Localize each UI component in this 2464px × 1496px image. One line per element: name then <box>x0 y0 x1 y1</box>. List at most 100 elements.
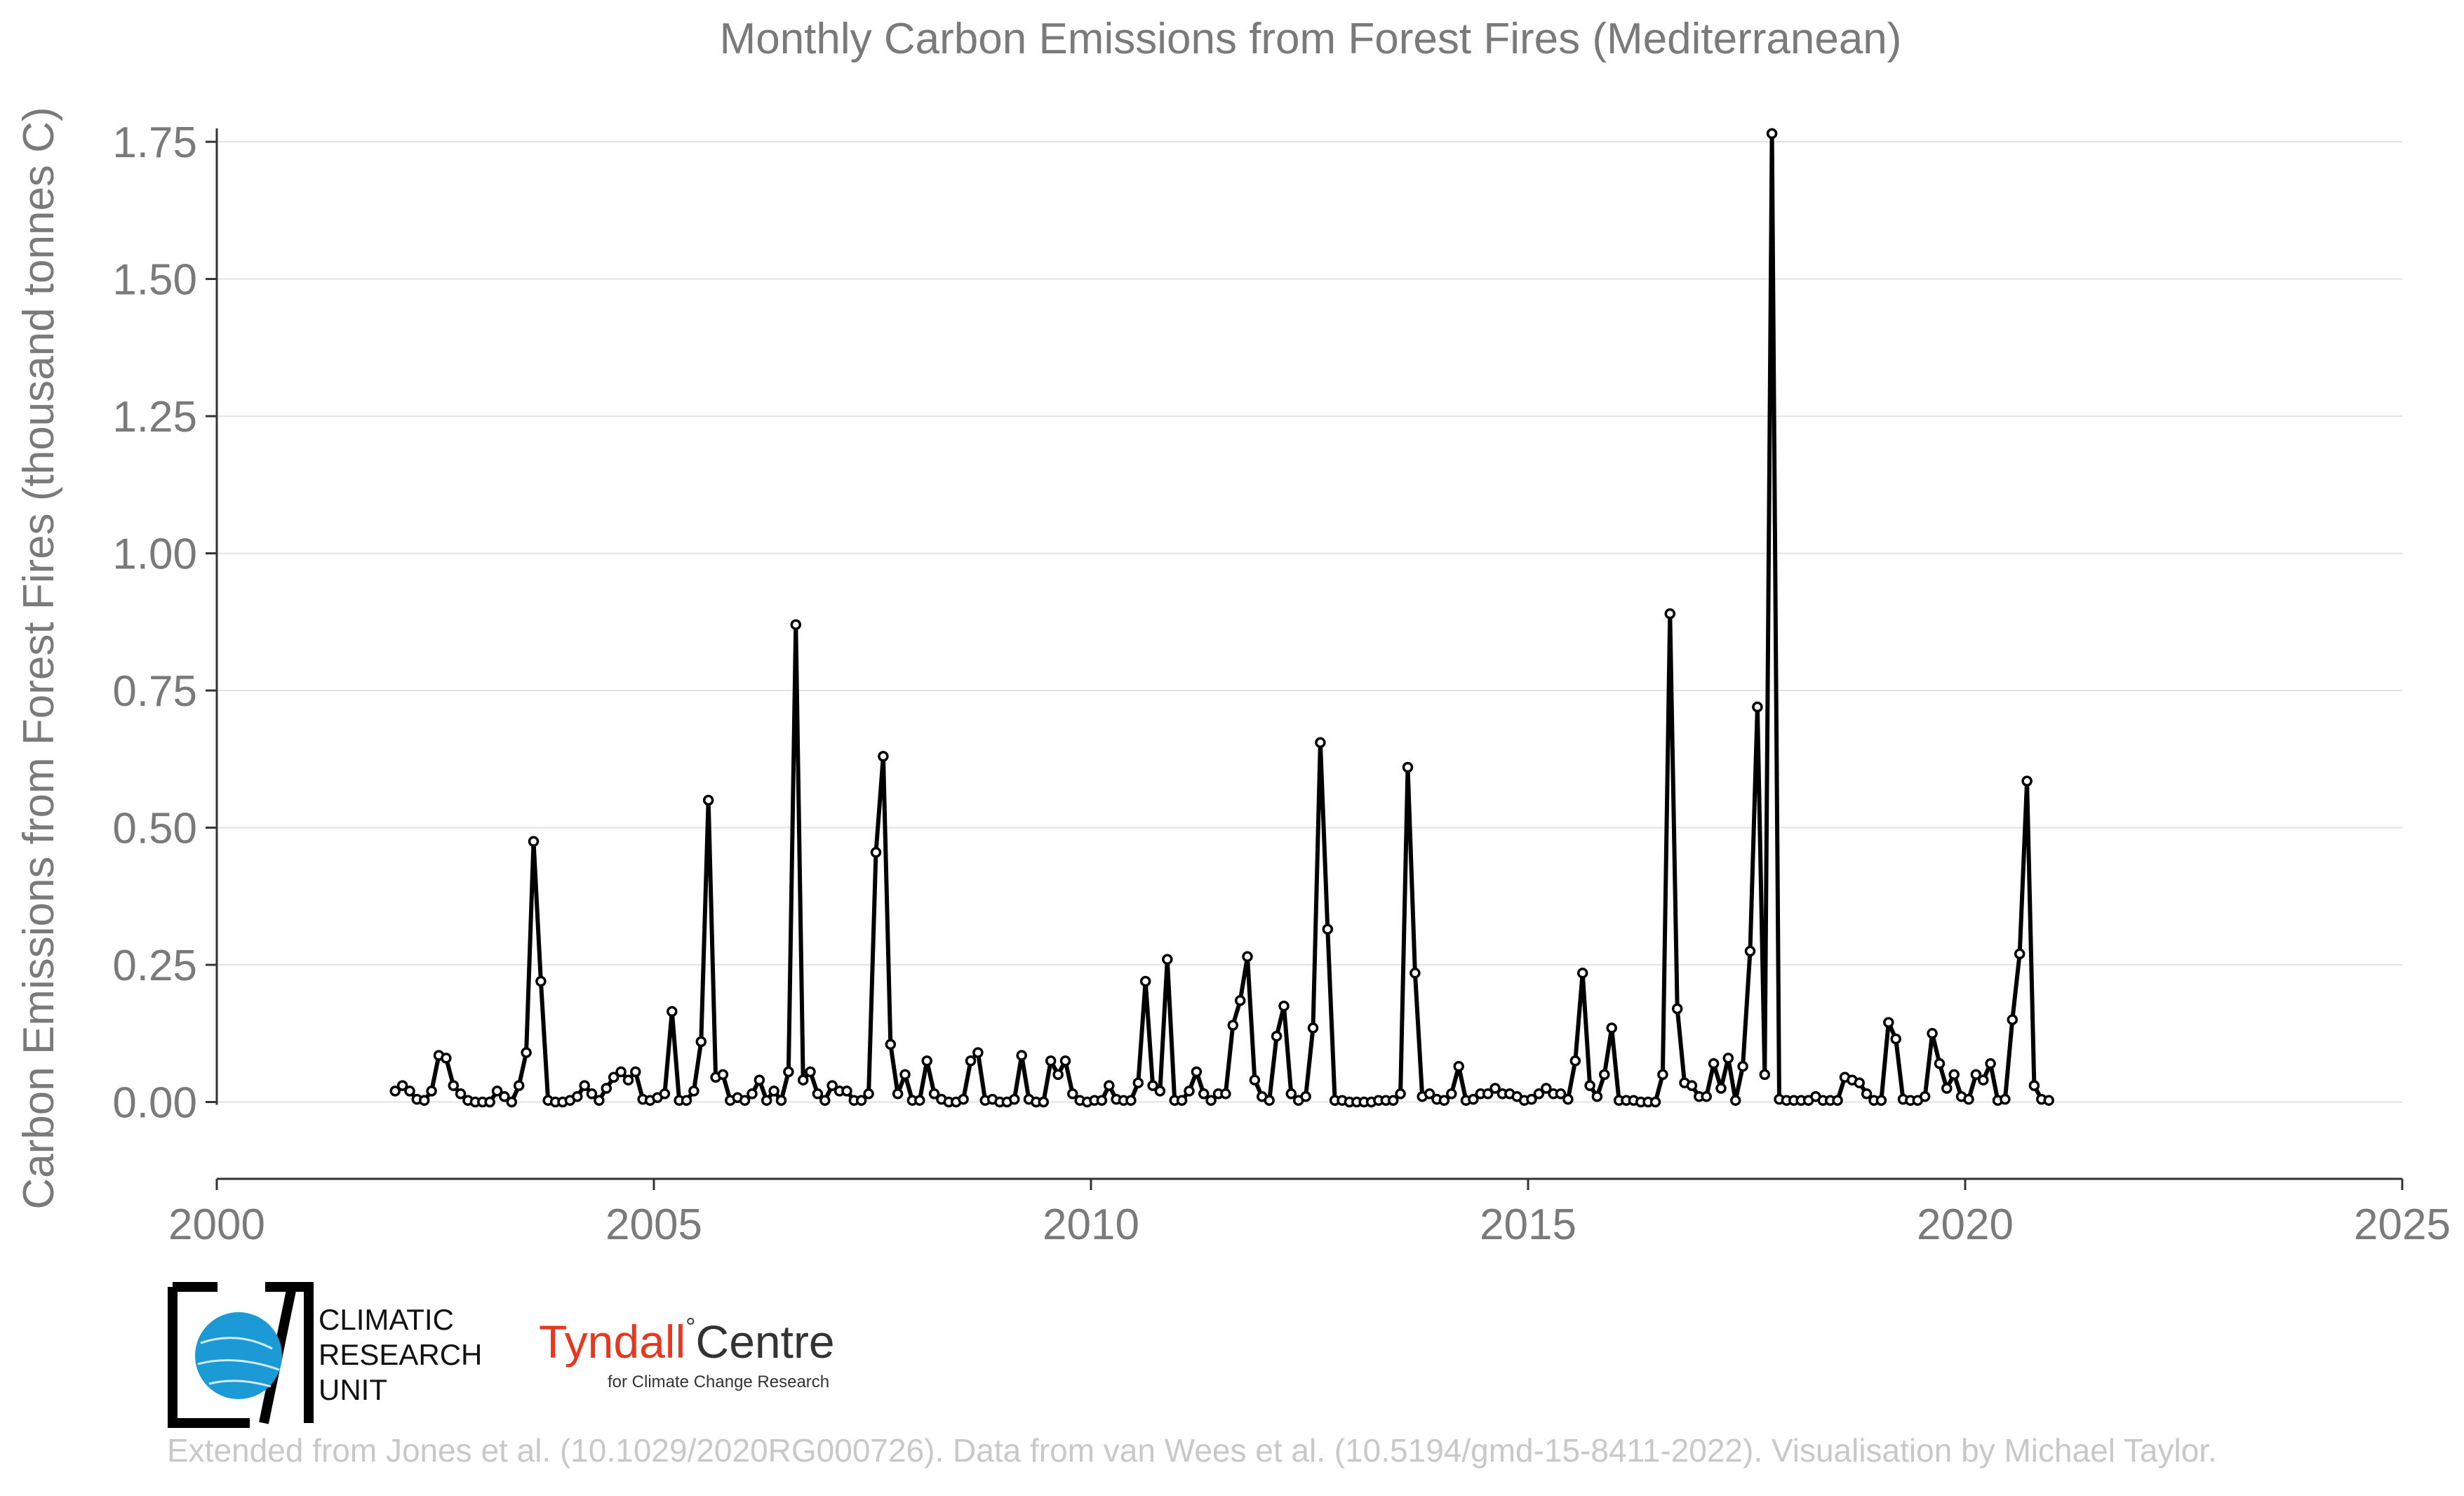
data-point <box>1737 1060 1748 1072</box>
data-point <box>1541 1083 1552 1094</box>
data-point <box>1410 968 1421 979</box>
data-point <box>1606 1022 1617 1034</box>
data-point <box>608 1071 620 1083</box>
data-point <box>1234 995 1246 1006</box>
data-point <box>1453 1060 1464 1072</box>
data-point <box>1242 951 1253 963</box>
gridlines <box>217 141 2402 1103</box>
data-point <box>1125 1095 1137 1106</box>
data-point <box>1875 1095 1887 1106</box>
data-point <box>1307 1022 1319 1034</box>
data-point <box>826 1080 838 1091</box>
y-tick-label: 1.75 <box>112 119 197 167</box>
data-point <box>1591 1090 1603 1102</box>
data-point <box>768 1086 779 1097</box>
x-tick-labels: 2000 2005 2010 2015 2020 2025 <box>168 1201 2451 1249</box>
data-point <box>622 1074 634 1086</box>
data-point <box>1402 761 1414 773</box>
data-point <box>448 1080 460 1091</box>
data-point <box>418 1095 430 1106</box>
data-point <box>1963 1093 1974 1105</box>
data-point <box>1533 1088 1545 1100</box>
data-point <box>579 1080 590 1091</box>
data-point <box>1562 1093 1574 1105</box>
data-point <box>1220 1088 1231 1100</box>
data-point <box>914 1095 925 1106</box>
data-point <box>1584 1080 1595 1091</box>
data-point <box>1045 1055 1057 1067</box>
data-point <box>1184 1086 1195 1097</box>
data-point <box>878 751 889 762</box>
data-point <box>1599 1069 1610 1081</box>
y-axis-label: Carbon Emissions from Forest Fires (thou… <box>15 107 63 1209</box>
y-tick-label: 0.50 <box>112 805 197 853</box>
data-point <box>717 1069 729 1081</box>
data-point <box>1934 1058 1946 1069</box>
data-point <box>1387 1095 1399 1106</box>
data-point <box>1671 1003 1683 1015</box>
data-point <box>870 846 882 858</box>
data-point <box>1059 1055 1071 1067</box>
data-point <box>2007 1014 2018 1025</box>
data-point <box>1147 1080 1158 1091</box>
cru-line: UNIT <box>319 1373 387 1406</box>
data-point <box>958 1093 969 1105</box>
x-tick-label: 2015 <box>1480 1201 1576 1249</box>
data-point <box>1759 1069 1771 1081</box>
data-point <box>1715 1083 1727 1094</box>
data-point <box>441 1053 452 1064</box>
data-point <box>659 1088 671 1100</box>
data-point <box>1576 968 1588 979</box>
data-point <box>615 1066 627 1078</box>
y-tick-label: 0.25 <box>112 942 197 990</box>
chart-title: Monthly Carbon Emissions from Forest Fir… <box>720 15 1902 63</box>
data-point <box>1139 975 1151 987</box>
data-point <box>594 1095 605 1106</box>
data-point <box>1271 1030 1283 1042</box>
data-point <box>1205 1095 1217 1106</box>
data-point <box>899 1069 911 1081</box>
data-point <box>965 1055 977 1067</box>
data-point <box>1890 1033 1901 1045</box>
data-point <box>790 619 802 630</box>
tyndall-red-text: Tyndall <box>539 1316 686 1368</box>
data-point <box>1395 1088 1406 1100</box>
data-point <box>972 1047 984 1058</box>
data-point <box>1657 1069 1668 1081</box>
data-point <box>702 794 714 806</box>
data-point <box>1176 1095 1188 1106</box>
x-tick-label: 2020 <box>1917 1201 2014 1249</box>
data-point <box>1985 1058 1996 1069</box>
data-point <box>746 1088 758 1100</box>
logos: CLIMATIC RESEARCH UNIT Tyndall°Centre fo… <box>167 1281 869 1429</box>
data-point <box>1264 1095 1275 1106</box>
data-point <box>506 1096 518 1108</box>
data-point <box>812 1088 824 1100</box>
series-emissions <box>389 128 2054 1108</box>
tyndall-logo: Tyndall°Centre <box>539 1312 835 1368</box>
data-point <box>1067 1088 1078 1100</box>
data-point <box>1104 1080 1115 1091</box>
data-point <box>1686 1080 1698 1091</box>
data-point <box>1322 923 1334 935</box>
data-point <box>819 1095 831 1106</box>
cru-globe-icon <box>168 1282 314 1428</box>
data-point <box>1482 1088 1494 1100</box>
data-point <box>1708 1058 1720 1069</box>
data-point <box>1752 701 1763 713</box>
data-point <box>921 1055 932 1067</box>
data-point <box>667 1006 678 1017</box>
data-point <box>681 1095 692 1106</box>
data-point <box>1009 1093 1020 1105</box>
y-tick-label: 0.75 <box>112 667 197 716</box>
data-point <box>1438 1095 1450 1106</box>
data-point <box>1198 1088 1210 1100</box>
data-point <box>754 1074 765 1086</box>
data-point <box>2028 1080 2040 1091</box>
data-point <box>1285 1088 1297 1100</box>
data-point <box>1038 1096 1050 1108</box>
data-point <box>521 1047 532 1058</box>
data-point <box>805 1066 816 1078</box>
x-tick-label: 2010 <box>1043 1201 1139 1249</box>
x-tick-label: 2025 <box>2354 1201 2451 1249</box>
